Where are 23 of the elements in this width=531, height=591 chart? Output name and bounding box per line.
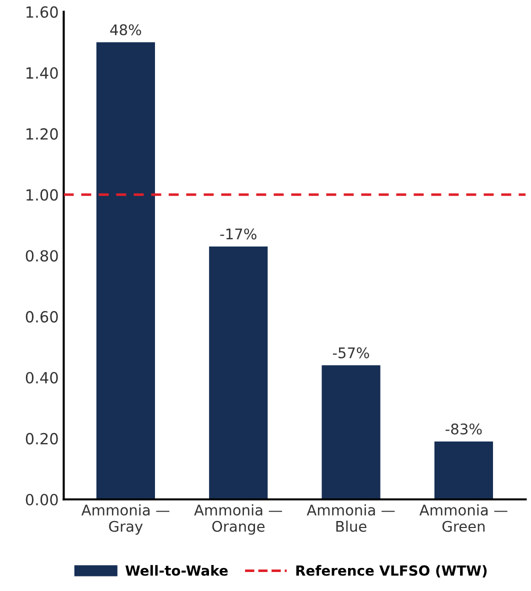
x-tick-label: Ammonia — Gray bbox=[81, 504, 170, 535]
y-tick-label: 1.40 bbox=[26, 67, 58, 79]
x-tick-label: Ammonia — Blue bbox=[306, 504, 395, 532]
y-tick-label: 1.00 bbox=[26, 189, 58, 201]
bar bbox=[322, 365, 380, 500]
annotation: 48% bbox=[110, 24, 142, 36]
bar bbox=[96, 42, 155, 500]
y-tick-label: 0.80 bbox=[26, 250, 58, 262]
x-tick-label: Ammonia — Orange bbox=[194, 504, 282, 535]
x-tick-label: Ammonia — Green bbox=[419, 504, 508, 532]
bar bbox=[209, 246, 268, 500]
y-tick-label: 1.20 bbox=[26, 128, 58, 140]
annotation: -83% bbox=[446, 423, 482, 435]
legend-label: Well-to-Wake bbox=[125, 565, 228, 576]
y-tick-label: 0.00 bbox=[26, 494, 58, 506]
annotation: -17% bbox=[220, 228, 256, 240]
annotation: -57% bbox=[332, 347, 370, 358]
bar bbox=[434, 441, 494, 500]
y-tick-label: 1.60 bbox=[26, 6, 58, 18]
legend-label: Reference VLFSO (WTW) bbox=[296, 565, 487, 578]
y-tick-label: 0.20 bbox=[26, 432, 58, 444]
y-tick-label: 0.60 bbox=[26, 311, 58, 323]
y-tick-label: 0.40 bbox=[26, 372, 58, 384]
